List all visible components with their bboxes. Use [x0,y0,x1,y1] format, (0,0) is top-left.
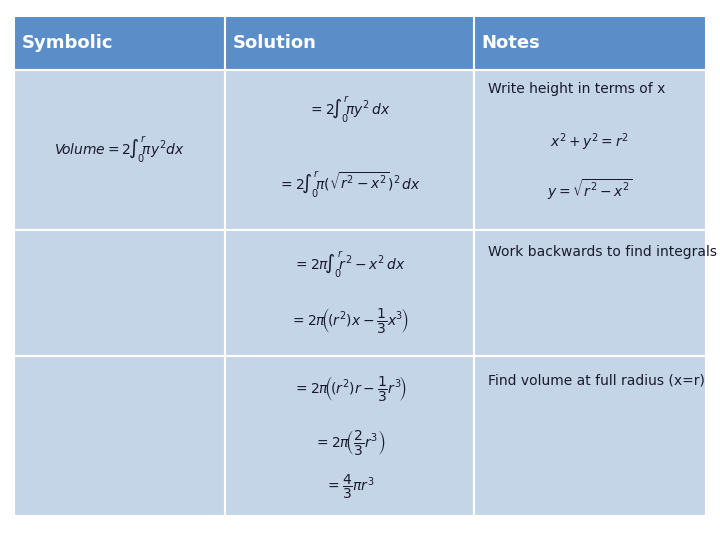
Bar [474,356,706,516]
Text: $= 2\!\int_0^r \!\pi(\sqrt{r^2 - x^2})^2\, dx$: $= 2\!\int_0^r \!\pi(\sqrt{r^2 - x^2})^2… [278,170,421,200]
Text: Find volume at full radius (x=r): Find volume at full radius (x=r) [488,373,706,387]
Bar [474,230,706,356]
Text: $= 2\!\int_0^r \!\pi y^2\, dx$: $= 2\!\int_0^r \!\pi y^2\, dx$ [308,95,391,125]
Text: Work backwards to find integrals: Work backwards to find integrals [488,245,717,259]
Text: Notes: Notes [481,34,540,52]
Text: $= \dfrac{4}{3}\pi r^3$: $= \dfrac{4}{3}\pi r^3$ [325,473,374,501]
Bar [474,16,706,70]
Text: Symbolic: Symbolic [22,34,113,52]
Text: $y = \sqrt{r^2 - x^2}$: $y = \sqrt{r^2 - x^2}$ [547,177,633,202]
Bar [225,356,474,516]
Bar [14,16,225,70]
Bar [14,230,225,356]
Bar [14,70,225,230]
Text: $= 2\pi\!\int_0^r \!r^2 - x^2\, dx$: $= 2\pi\!\int_0^r \!r^2 - x^2\, dx$ [293,250,406,280]
Bar [225,230,474,356]
Text: Solution: Solution [233,34,316,52]
Bar [225,16,474,70]
Text: $= 2\pi\!\left(\!(r^2)x - \dfrac{1}{3}x^3\!\right)$: $= 2\pi\!\left(\!(r^2)x - \dfrac{1}{3}x^… [290,306,409,335]
Text: $= 2\pi\!\left(\dfrac{2}{3}r^3\right)$: $= 2\pi\!\left(\dfrac{2}{3}r^3\right)$ [314,428,385,457]
Text: $V\!olume = 2\!\int_0^r \!\pi y^2 dx$: $V\!olume = 2\!\int_0^r \!\pi y^2 dx$ [55,134,185,165]
Bar [474,70,706,230]
Text: $= 2\pi\!\left(\!(r^2)r - \dfrac{1}{3}r^3\!\right)$: $= 2\pi\!\left(\!(r^2)r - \dfrac{1}{3}r^… [293,374,407,403]
Text: $x^2 + y^2 = r^2$: $x^2 + y^2 = r^2$ [550,131,629,153]
Bar [14,356,225,516]
Text: Write height in terms of x: Write height in terms of x [488,82,666,96]
Bar [225,70,474,230]
